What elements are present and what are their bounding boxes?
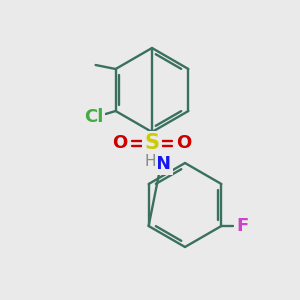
Text: F: F xyxy=(236,217,248,235)
Text: Cl: Cl xyxy=(84,108,103,126)
Text: O: O xyxy=(112,134,128,152)
Text: S: S xyxy=(145,133,160,153)
Text: O: O xyxy=(176,134,192,152)
Text: N: N xyxy=(155,155,170,173)
Text: H: H xyxy=(144,154,156,169)
